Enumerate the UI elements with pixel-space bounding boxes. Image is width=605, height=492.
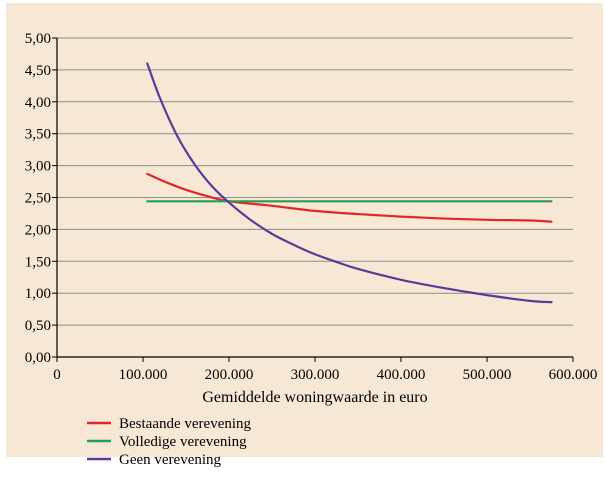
- y-tick-label: 4,00: [25, 95, 51, 111]
- tick-labels: 0,00 0,50 1,00 1,50 2,00 2,50 3,00 3,50 4,00 4,50…: [25, 31, 598, 383]
- y-tick-label: 3,00: [25, 159, 51, 175]
- x-tick-label: 0: [53, 367, 61, 383]
- legend-label: Geen verevening: [119, 452, 222, 468]
- legend-label: Volledige verevening: [119, 434, 247, 450]
- series-line-1: [146, 172, 553, 223]
- y-tick-label: 5,00: [25, 31, 51, 47]
- x-tick-label: 200.000: [205, 367, 254, 383]
- y-tick-label: 3,50: [25, 127, 51, 143]
- legend-label: Bestaande verevening: [119, 416, 252, 432]
- y-tick-label: 2,50: [25, 191, 51, 207]
- chart-background: [6, 3, 603, 457]
- x-tick-label: 300.000: [291, 367, 340, 383]
- y-tick-label: 0,50: [25, 318, 51, 334]
- series-line-3: [146, 62, 553, 304]
- x-tick-label: 100.000: [119, 367, 168, 383]
- y-tick-label: 2,00: [25, 222, 51, 238]
- data-series: [146, 62, 553, 304]
- y-tick-label: 1,50: [25, 254, 51, 270]
- axes: [52, 37, 574, 362]
- y-tick-label: 1,00: [25, 286, 51, 302]
- y-tick-label: 4,50: [25, 63, 51, 79]
- grid-lines: [57, 37, 573, 326]
- x-tick-label: 400.000: [377, 367, 426, 383]
- y-tick-label: 0,00: [25, 350, 51, 366]
- x-axis-label: Gemiddelde woningwaarde in euro: [202, 389, 427, 406]
- x-tick-label: 600.000: [549, 367, 598, 383]
- x-tick-label: 500.000: [463, 367, 512, 383]
- legend: Bestaande verevening Volledige verevening…: [87, 416, 252, 468]
